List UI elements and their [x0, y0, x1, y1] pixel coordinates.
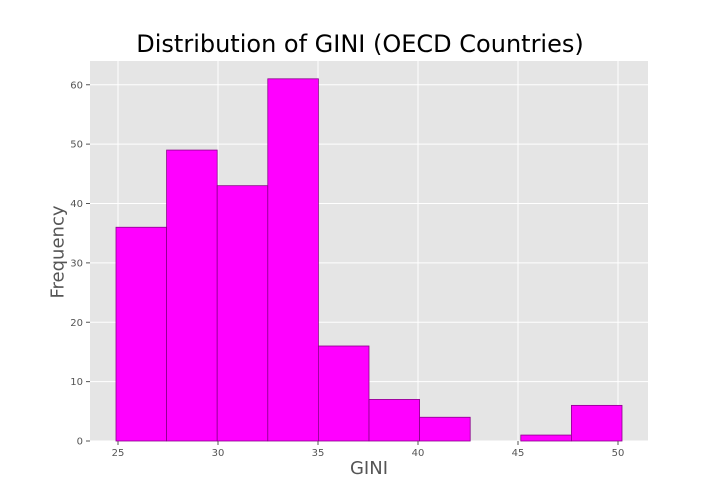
x-tick-label: 30 [212, 448, 225, 459]
histogram-bar [571, 404, 623, 442]
histogram-bar [419, 416, 471, 442]
x-tick-label: 40 [412, 448, 425, 459]
y-tick-label: 30 [70, 258, 83, 269]
y-tick-label: 40 [70, 199, 83, 210]
histogram-bar [317, 345, 370, 442]
x-tick-label: 45 [512, 448, 525, 459]
y-axis-ticks: 0 10 20 30 40 50 60 [70, 80, 90, 448]
histogram-bars [115, 78, 623, 442]
histogram-bar [166, 149, 218, 442]
y-tick-label: 50 [70, 140, 83, 151]
histogram-bar [216, 185, 269, 442]
x-tick-label: 25 [112, 448, 125, 459]
histogram-bar [520, 434, 572, 442]
y-tick-label: 60 [70, 80, 83, 91]
chart-title: Distribution of GINI (OECD Countries) [136, 30, 584, 58]
x-axis-ticks: 25 30 35 40 45 50 [112, 441, 625, 459]
histogram-bar [368, 399, 420, 442]
y-tick-label: 10 [70, 377, 83, 388]
histogram-bar [267, 78, 319, 442]
histogram-bar [115, 226, 167, 442]
x-tick-label: 35 [312, 448, 325, 459]
x-axis-label: GINI [349, 458, 389, 479]
y-tick-label: 20 [70, 318, 83, 329]
x-tick-label: 50 [612, 448, 625, 459]
y-tick-label: 0 [77, 437, 83, 448]
